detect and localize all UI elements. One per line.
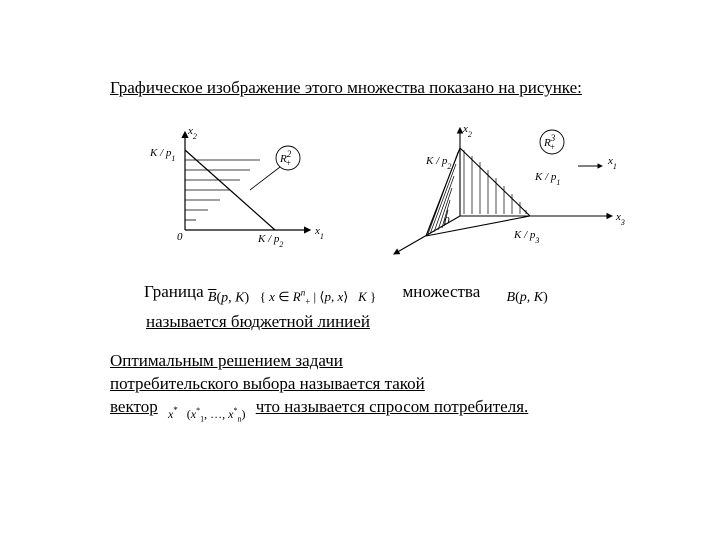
region-label-3d: R3+	[540, 130, 564, 154]
optimal-paragraph: Оптимальным решением задачи потребительс…	[110, 350, 630, 425]
kp3-label-3d: K / p3	[513, 229, 539, 245]
kp1-label-2d: K / p1	[149, 147, 175, 163]
para-t2: потребительского выбора называется такой	[110, 374, 425, 393]
region-label-2d: R2+	[250, 146, 300, 190]
boundary-line: Граница B(p, K) { x ∈ Rn+ | ⟨p, x⟩ K } м…	[110, 282, 620, 307]
figure-2d: 0 x2 K / p1 x1 K / p2 R2+	[130, 120, 350, 260]
x2-label: x2	[187, 125, 197, 141]
x1-label: x1	[314, 225, 324, 241]
x3-label-3d: x3	[615, 211, 625, 227]
svg-text:R3+: R3+	[543, 133, 556, 152]
para-t1: Оптимальным решением задачи	[110, 351, 343, 370]
x1-label-3d: x1	[607, 155, 617, 171]
svg-text:R2+: R2+	[279, 149, 292, 168]
origin-label-2d: 0	[177, 231, 183, 243]
origin-label-3d: 0	[444, 215, 450, 227]
kp1-label-3d: K / p1	[534, 171, 560, 187]
word-granica: Граница	[144, 282, 204, 301]
x2-label-3d: x2	[462, 123, 472, 139]
page-title: Графическое изображение этого множества …	[110, 78, 582, 98]
hatch-2d	[185, 160, 260, 220]
x1-axis-3d	[394, 216, 460, 254]
para-t3: вектор	[110, 397, 158, 416]
figure-3d: 0 x2 x1 x3 K / p2 K / p1 K / p3 R3+	[380, 120, 640, 260]
formula-B: B(p, K)	[507, 290, 548, 306]
formula-B-closure: B(p, K) { x ∈ Rn+ | ⟨p, x⟩ K }	[208, 288, 376, 307]
kp2-label-2d: K / p2	[257, 233, 283, 249]
word-mnozhestva: множества	[403, 282, 481, 301]
para-t4: что называется спросом потребителя.	[256, 397, 529, 416]
vector-formula: x* (x*1, …, x*n)	[168, 404, 245, 425]
figures-row: 0 x2 K / p1 x1 K / p2 R2+	[110, 120, 620, 260]
kp2-label-3d: K / p2	[425, 155, 451, 171]
budget-line-label: называется бюджетной линией	[146, 312, 370, 332]
